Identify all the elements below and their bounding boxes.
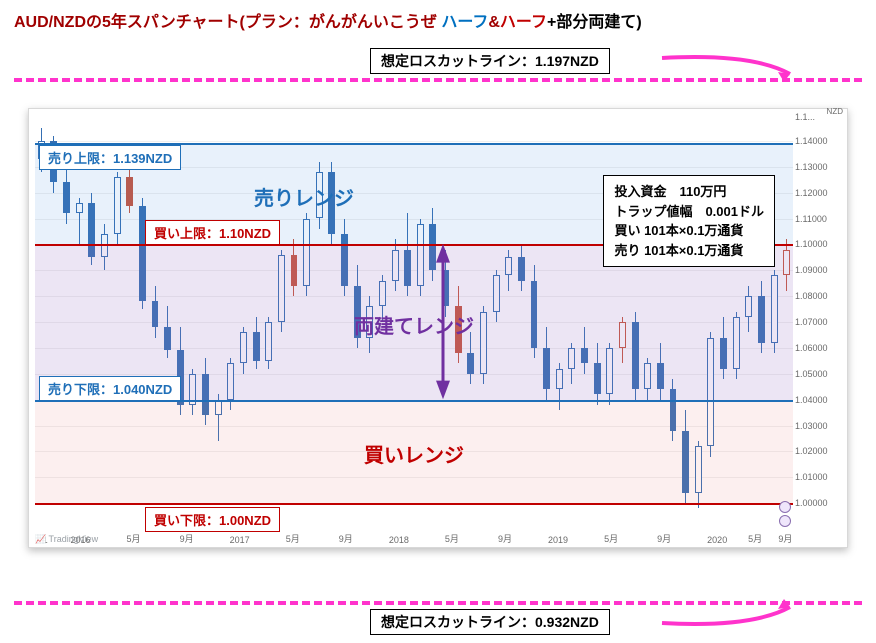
info-line1: 投入資金 110万円 — [614, 184, 726, 199]
losscut-top-text: 想定ロスカットライン：1.197NZD — [381, 53, 599, 69]
y-tick: 1.02000 — [795, 446, 828, 456]
both-range-arrow-icon — [429, 244, 457, 399]
y-tick: 1.09000 — [795, 265, 828, 275]
y-tick: 1.13000 — [795, 162, 828, 172]
losscut-bot-text: 想定ロスカットライン：0.932NZD — [381, 614, 599, 630]
y-tick: 1.01000 — [795, 472, 828, 482]
x-axis: 2120165月9月20175月9月20185月9月20195月9月20205月… — [35, 531, 793, 545]
y-tick: 1.03000 — [795, 421, 828, 431]
buy-range-zone — [35, 400, 793, 504]
y-tick: 1.05000 — [795, 369, 828, 379]
losscut-top-box: 想定ロスカットライン：1.197NZD — [370, 48, 610, 74]
chart-frame: NZD 売り上限：1.139NZD 買い上限：1.10NZD 売り下限：1.04… — [28, 108, 848, 548]
x-tick: 5月 — [604, 532, 618, 545]
info-line2: トラップ値幅 0.001ドル — [614, 204, 764, 219]
corner-icons — [779, 501, 791, 527]
y-axis: 1.1... 1.00000 1.01000 1.02000 1.03000 1.0400… — [795, 115, 843, 529]
investment-info-box: 投入資金 110万円 トラップ値幅 0.001ドル 買い 101本×0.1万通貨… — [603, 175, 775, 267]
title-main-a: AUD/NZDの5年スパンチャート(プラン：がんがんいこうぜ — [14, 14, 441, 31]
buy-upper-tag: 買い上限：1.10NZD — [145, 220, 280, 245]
losscut-bot-box: 想定ロスカットライン：0.932NZD — [370, 609, 610, 635]
y-tick: 1.1... — [795, 112, 815, 122]
y-tick: 1.11000 — [795, 214, 827, 224]
sell-upper-tag: 売り上限：1.139NZD — [39, 145, 181, 170]
x-tick: 5月 — [286, 532, 300, 545]
x-tick: 9月 — [180, 532, 194, 545]
corner-icon-1[interactable] — [779, 501, 791, 513]
x-tick: 2017 — [230, 535, 250, 545]
x-tick: 2018 — [389, 535, 409, 545]
sell-lower-tag: 売り下限：1.040NZD — [39, 376, 181, 401]
corner-icon-2[interactable] — [779, 515, 791, 527]
y-tick: 1.06000 — [795, 343, 828, 353]
y-tick: 1.14000 — [795, 136, 828, 146]
x-tick: 2019 — [548, 535, 568, 545]
info-line4: 売り 101本×0.1万通貨 — [614, 243, 743, 258]
x-tick: 9月 — [778, 532, 792, 545]
losscut-top-line — [14, 78, 862, 82]
buy-lower-line — [35, 503, 793, 505]
y-tick: 1.12000 — [795, 188, 828, 198]
title-tail: +部分両建て) — [547, 14, 642, 31]
x-tick: 9月 — [498, 532, 512, 545]
losscut-bot-arrow — [662, 597, 802, 633]
x-tick: 5月 — [445, 532, 459, 545]
y-tick: 1.04000 — [795, 395, 828, 405]
buy-lower-tag: 買い下限：1.00NZD — [145, 507, 280, 532]
x-tick: 5月 — [748, 532, 762, 545]
title-half2: ハーフ — [500, 14, 547, 31]
title-amp: & — [488, 14, 500, 31]
y-tick: 1.08000 — [795, 291, 828, 301]
page-title: AUD/NZDの5年スパンチャート(プラン：がんがんいこうぜ ハーフ&ハーフ+部… — [14, 8, 862, 32]
x-tick: 9月 — [657, 532, 671, 545]
info-line3: 買い 101本×0.1万通貨 — [614, 223, 743, 238]
x-tick: 5月 — [127, 532, 141, 545]
x-tick: 9月 — [339, 532, 353, 545]
x-tick: 2020 — [707, 535, 727, 545]
y-tick: 1.10000 — [795, 239, 828, 249]
plot-area[interactable]: 売り上限：1.139NZD 買い上限：1.10NZD 売り下限：1.040NZD… — [35, 115, 793, 529]
y-tick: 1.00000 — [795, 498, 828, 508]
y-tick: 1.07000 — [795, 317, 828, 327]
tradingview-watermark: 📈 TradingView — [35, 534, 98, 545]
title-half1: ハーフ — [441, 14, 488, 31]
